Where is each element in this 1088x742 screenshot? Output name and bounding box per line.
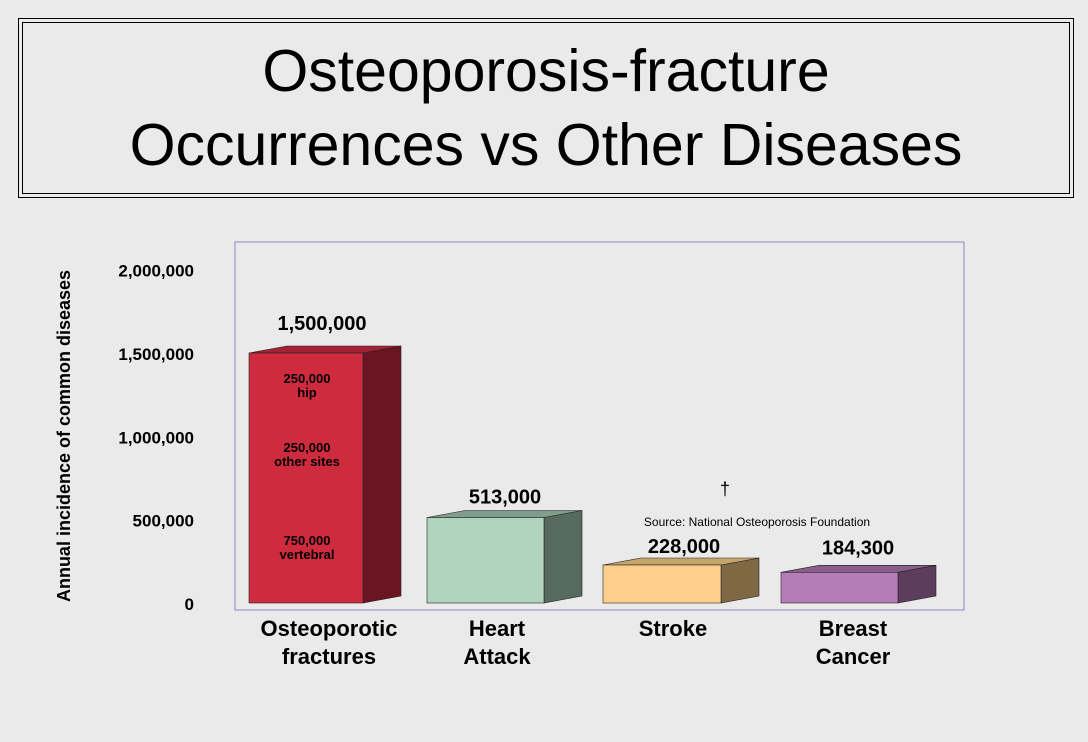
title-frame: Osteoporosis-fracture Occurrences vs Oth… [18,18,1074,198]
bar-side [543,510,583,604]
breakdown-value: 750,000 [284,533,331,548]
breakdown-label: other sites [274,454,340,469]
source-annotation: Source: National Osteoporosis Foundation [644,515,870,529]
data-label: 1,500,000 [278,313,367,335]
y-tick-label: 1,500,000 [118,345,194,364]
y-tick-label: 500,000 [133,512,194,531]
bar [248,352,364,604]
y-axis-label: Annual incidence of common diseases [54,270,74,602]
bar [426,517,545,604]
chart-title-line-2: Occurrences vs Other Diseases [129,112,963,178]
y-tick-label: 0 [185,595,194,614]
bar [780,571,899,604]
data-label: 228,000 [648,536,720,558]
breakdown-value: 250,000 [284,371,331,386]
x-tick-label: Osteoporotic [261,616,398,641]
x-tick-label: Attack [463,644,531,669]
title-box: Osteoporosis-fracture Occurrences vs Oth… [22,22,1070,194]
x-tick-label: fractures [282,644,376,669]
x-tick-label: Breast [819,616,888,641]
plot-frame [234,241,965,611]
bar [602,564,722,604]
x-tick-label: Stroke [639,616,707,641]
bar-side [362,345,402,604]
data-label: 184,300 [822,537,894,559]
bar-side [720,557,760,604]
data-label: 513,000 [469,487,541,509]
breakdown-label: hip [297,385,317,400]
x-tick-label: Cancer [816,644,891,669]
x-tick-label: Heart [469,616,526,641]
breakdown-label: vertebral [280,547,335,562]
y-tick-label: 1,000,000 [118,428,194,447]
dagger-annotation: † [720,479,730,499]
y-tick-label: 2,000,000 [118,262,194,281]
chart-title-line-1: Osteoporosis-fracture [262,38,830,104]
breakdown-value: 250,000 [284,440,331,455]
